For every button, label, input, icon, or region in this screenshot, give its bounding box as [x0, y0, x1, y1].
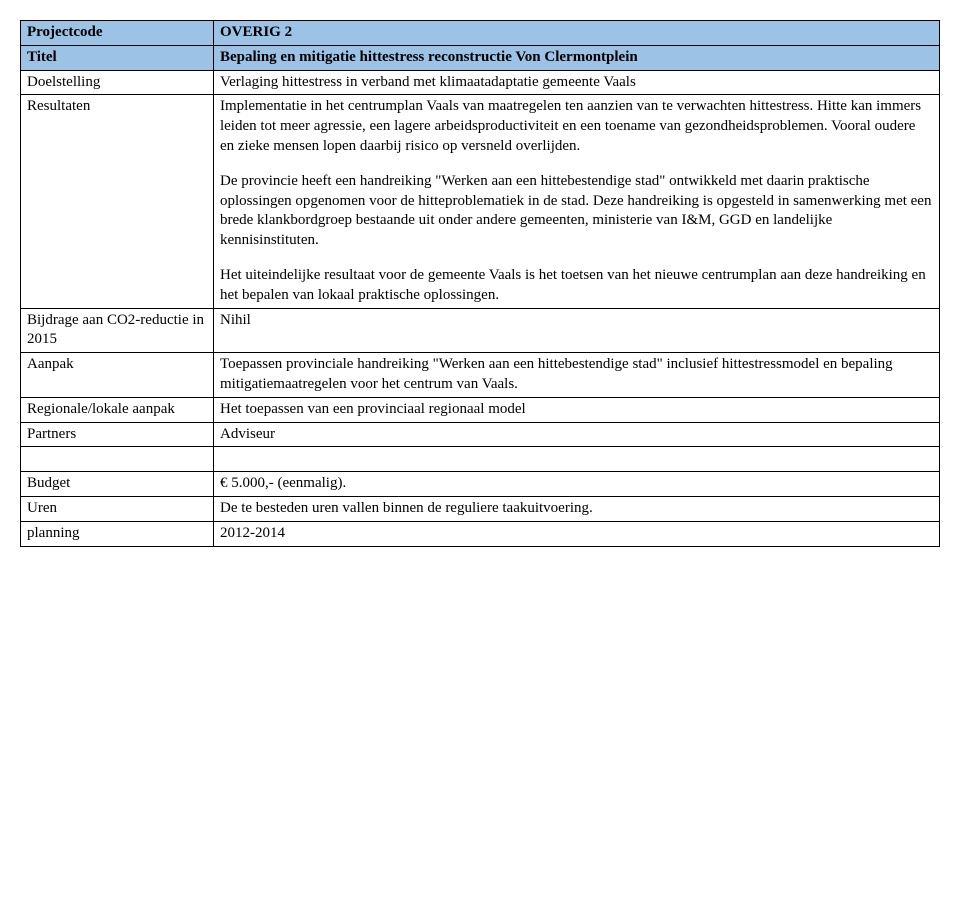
- label-co2: Bijdrage aan CO2-reductie in 2015: [21, 308, 214, 353]
- label-partners: Partners: [21, 422, 214, 447]
- spacer-left: [21, 447, 214, 472]
- label-uren: Uren: [21, 496, 214, 521]
- spacer-right: [213, 447, 939, 472]
- label-planning: planning: [21, 521, 214, 546]
- value-doelstelling: Verlaging hittestress in verband met kli…: [213, 70, 939, 95]
- value-aanpak: Toepassen provinciale handreiking "Werke…: [213, 353, 939, 398]
- value-uren: De te besteden uren vallen binnen de reg…: [213, 496, 939, 521]
- value-projectcode: OVERIG 2: [213, 21, 939, 46]
- value-budget: € 5.000,- (eenmalig).: [213, 472, 939, 497]
- resultaten-p1: Implementatie in het centrumplan Vaals v…: [220, 97, 933, 156]
- label-aanpak: Aanpak: [21, 353, 214, 398]
- value-planning: 2012-2014: [213, 521, 939, 546]
- value-resultaten: Implementatie in het centrumplan Vaals v…: [213, 95, 939, 308]
- label-resultaten: Resultaten: [21, 95, 214, 308]
- project-table: Projectcode OVERIG 2 Titel Bepaling en m…: [20, 20, 940, 547]
- value-partners: Adviseur: [213, 422, 939, 447]
- label-regionale: Regionale/lokale aanpak: [21, 397, 214, 422]
- value-co2: Nihil: [213, 308, 939, 353]
- label-projectcode: Projectcode: [21, 21, 214, 46]
- value-titel: Bepaling en mitigatie hittestress recons…: [213, 45, 939, 70]
- value-regionale: Het toepassen van een provinciaal region…: [213, 397, 939, 422]
- label-budget: Budget: [21, 472, 214, 497]
- resultaten-p3: Het uiteindelijke resultaat voor de geme…: [220, 266, 933, 306]
- label-doelstelling: Doelstelling: [21, 70, 214, 95]
- label-titel: Titel: [21, 45, 214, 70]
- resultaten-p2: De provincie heeft een handreiking "Werk…: [220, 172, 933, 251]
